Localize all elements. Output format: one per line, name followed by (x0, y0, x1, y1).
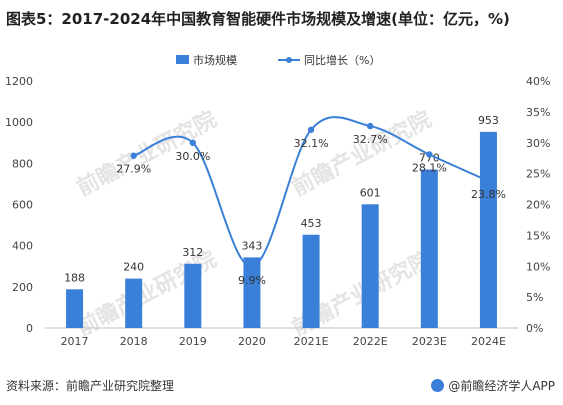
bar-value-label: 188 (64, 271, 85, 284)
brand-footer: @前瞻经济学人APP (431, 377, 555, 394)
source-note: 资料来源：前瞻产业研究院整理 (6, 379, 175, 393)
growth-value-label: 32.1% (294, 137, 329, 150)
growth-point (485, 177, 492, 185)
growth-point (189, 139, 197, 146)
y-left-tick-label: 800 (12, 157, 33, 170)
y-right-tick-label: 25% (526, 168, 550, 181)
y-right-tick-label: 20% (526, 199, 550, 212)
brand-text: @前瞻经济学人APP (448, 379, 555, 393)
growth-point (307, 126, 315, 133)
y-left-tick-label: 600 (12, 199, 33, 212)
growth-point (426, 151, 433, 158)
x-tick-label: 2022E (353, 335, 388, 348)
bar (184, 263, 202, 328)
bar (125, 278, 143, 328)
y-right-tick-label: 35% (526, 106, 550, 119)
x-tick-label: 2023E (412, 335, 447, 348)
growth-point (130, 152, 137, 159)
growth-point (248, 263, 256, 271)
y-left-tick-label: 0 (26, 322, 33, 335)
growth-value-label: 28.1% (412, 161, 447, 174)
growth-value-label: 27.9% (116, 163, 151, 176)
x-tick-label: 2021E (294, 335, 329, 348)
bar-value-label: 601 (360, 186, 381, 199)
bar (361, 204, 379, 328)
bar-value-label: 343 (241, 239, 262, 252)
bar (479, 131, 497, 328)
x-tick-label: 2017 (61, 335, 89, 348)
y-left-tick-label: 400 (12, 240, 33, 253)
bar-value-label: 312 (182, 246, 203, 259)
y-right-tick-label: 5% (526, 291, 543, 304)
chart-svg: 前瞻产业研究院前瞻产业研究院前瞻产业研究院前瞻产业研究院市场规模同比增长（%）0… (5, 53, 550, 348)
legend-line-label: 同比增长（%） (304, 53, 380, 67)
x-tick-label: 2019 (179, 335, 207, 348)
bar-value-label: 770 (419, 152, 440, 165)
y-left-tick-label: 1200 (5, 75, 33, 88)
bar-value-label: 453 (301, 217, 322, 230)
y-right-tick-label: 40% (526, 75, 550, 88)
x-tick-label: 2024E (471, 335, 506, 348)
growth-value-label: 32.7% (353, 133, 388, 146)
chart-title: 图表5：2017-2024年中国教育智能硬件市场规模及增速(单位：亿元，%) (6, 10, 510, 28)
brand-logo-icon (431, 379, 445, 392)
growth-point (366, 122, 374, 130)
legend-bar-label: 市场规模 (193, 53, 237, 67)
growth-value-label: 30.0% (175, 150, 210, 163)
growth-value-label: 9.9% (238, 274, 266, 287)
bar-value-label: 240 (123, 261, 144, 274)
x-tick-label: 2020 (238, 335, 266, 348)
legend-bar-swatch (176, 55, 189, 64)
bar (302, 234, 320, 328)
y-right-tick-label: 15% (526, 229, 550, 242)
bar-value-label: 953 (478, 114, 499, 127)
y-right-tick-label: 30% (526, 137, 550, 150)
growth-value-label: 23.8% (471, 188, 506, 201)
bar (66, 289, 84, 328)
bar (243, 257, 261, 328)
y-left-tick-label: 200 (12, 281, 33, 294)
y-left-tick-label: 1000 (5, 116, 33, 129)
legend-line-marker (286, 57, 292, 63)
bar (420, 169, 438, 328)
x-tick-label: 2018 (120, 335, 148, 348)
y-right-tick-label: 0% (526, 322, 543, 335)
y-right-tick-label: 10% (526, 260, 550, 273)
